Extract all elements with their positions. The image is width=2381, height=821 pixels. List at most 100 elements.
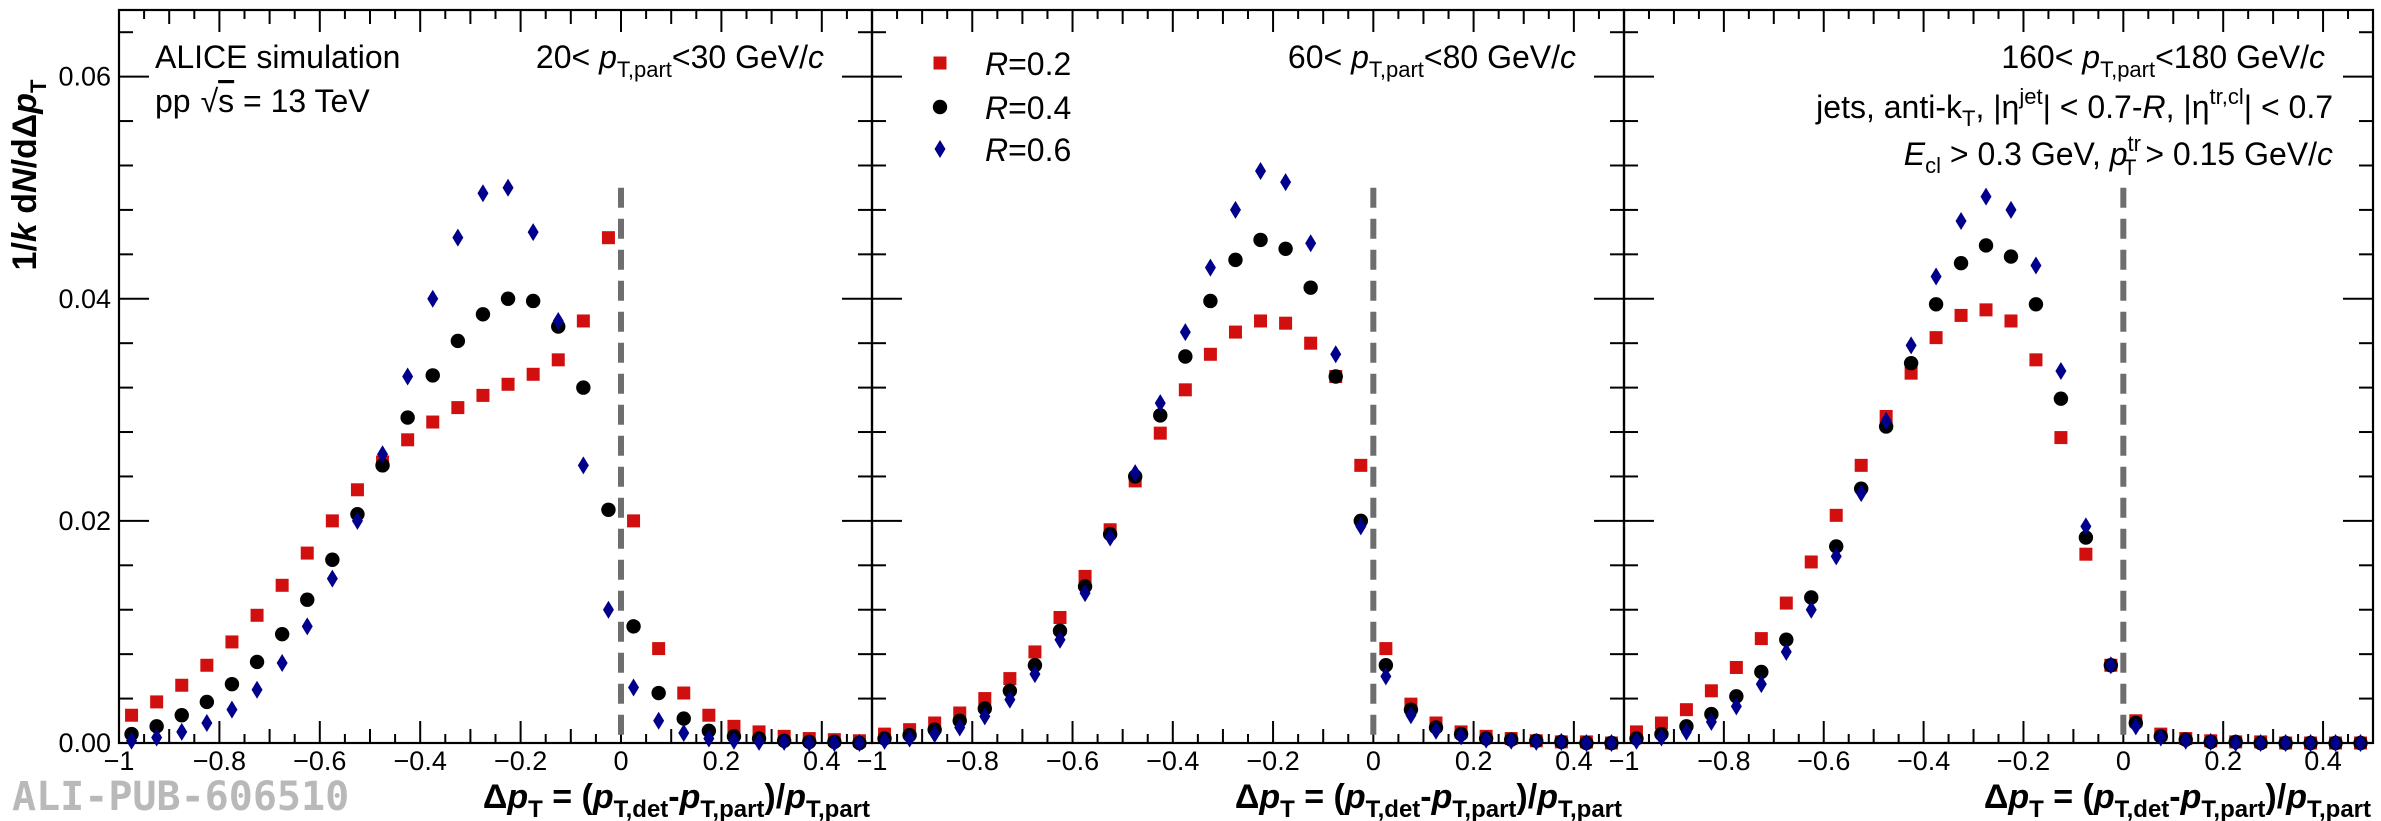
- data-point: [401, 433, 415, 447]
- y-title-k: k: [6, 221, 44, 242]
- data-point: [1204, 258, 1216, 277]
- cuts-e: E: [1904, 136, 1926, 172]
- y-tick-label: 0.00: [58, 728, 111, 758]
- data-point: [1830, 547, 1842, 566]
- jets-text-2: , |η: [1975, 89, 2019, 125]
- data-point: [1680, 722, 1692, 741]
- data-point: [601, 502, 616, 517]
- data-point: [2130, 717, 2142, 736]
- data-point: [577, 456, 589, 475]
- x-tick-label: −0.8: [193, 746, 246, 776]
- data-point: [249, 654, 265, 670]
- data-point: [1555, 732, 1567, 751]
- legend-item-2: R=0.4: [932, 90, 1071, 126]
- data-point: [1630, 731, 1642, 750]
- data-point: [652, 642, 666, 656]
- x-tick-label: 0: [613, 746, 628, 776]
- watermark: ALI-PUB-606510: [12, 774, 349, 820]
- data-point: [300, 546, 314, 560]
- x-tick-label: −0.8: [1697, 746, 1750, 776]
- x-tick-label: −1: [1609, 746, 1640, 776]
- data-point: [1253, 232, 1268, 248]
- energy-label: = 13 TeV: [234, 83, 370, 119]
- data-point: [703, 729, 715, 748]
- data-point: [451, 401, 465, 415]
- data-point: [727, 719, 741, 733]
- data-point: [1178, 383, 1192, 397]
- data-point: [2028, 297, 2044, 312]
- data-point: [929, 725, 941, 744]
- data-point: [2180, 731, 2192, 750]
- data-point: [1254, 314, 1268, 328]
- data-point: [1305, 234, 1317, 253]
- alice-simulation-label: ALICE simulation: [155, 39, 400, 75]
- data-point: [1955, 212, 1967, 231]
- data-point: [125, 708, 139, 722]
- data-point: [1330, 345, 1342, 364]
- series-r02: [125, 231, 866, 748]
- data-point: [601, 231, 615, 245]
- data-point: [1228, 325, 1242, 339]
- data-point: [1179, 323, 1191, 342]
- data-point: [576, 314, 590, 328]
- legend-label: R=0.2: [985, 46, 1071, 82]
- data-point: [1354, 458, 1368, 472]
- data-point: [1278, 241, 1293, 256]
- data-point: [1355, 517, 1367, 536]
- data-point: [1829, 508, 1843, 522]
- panel-pt-range-label: 60< pT,part<80 GeV/c: [1288, 39, 1576, 82]
- data-point: [1304, 336, 1318, 350]
- data-point: [476, 388, 490, 402]
- data-point: [1279, 316, 1293, 330]
- jets-sub-t: T: [1962, 106, 1975, 131]
- data-point: [1029, 665, 1041, 684]
- data-point: [502, 178, 514, 197]
- data-point: [1378, 658, 1394, 673]
- data-point: [576, 380, 591, 395]
- data-point: [1178, 349, 1193, 364]
- data-point: [301, 617, 313, 636]
- data-point: [1430, 721, 1442, 740]
- jets-text-4: , |η: [2166, 89, 2210, 125]
- data-point: [1929, 331, 1943, 345]
- data-point: [1705, 712, 1717, 731]
- data-point: [1804, 590, 1819, 605]
- data-point: [224, 676, 240, 692]
- x-tick-label: 0: [1366, 746, 1381, 776]
- data-point: [174, 708, 189, 723]
- data-point: [351, 511, 363, 530]
- data-point: [1328, 369, 1343, 384]
- data-point: [2078, 530, 2094, 545]
- series-r04: [1629, 238, 2368, 751]
- data-point: [1805, 600, 1817, 619]
- x-tick-label: −1: [104, 746, 135, 776]
- sqrt-s-label: s: [218, 83, 234, 119]
- data-point: [551, 353, 565, 367]
- data-point: [1153, 408, 1168, 423]
- data-point: [501, 377, 515, 391]
- data-point: [350, 483, 364, 497]
- data-point: [1729, 660, 1743, 674]
- data-point: [150, 695, 164, 709]
- data-point: [627, 514, 641, 528]
- data-point: [1203, 347, 1217, 361]
- data-point: [1755, 675, 1767, 694]
- data-point: [1730, 697, 1742, 716]
- data-point: [2230, 734, 2242, 752]
- x-tick-label: 0: [2116, 746, 2131, 776]
- data-point: [326, 569, 338, 588]
- data-point: [1280, 173, 1292, 192]
- data-point: [1904, 366, 1918, 380]
- data-point: [276, 654, 288, 673]
- series-r04: [877, 232, 1619, 751]
- data-point: [526, 367, 540, 381]
- data-point: [1978, 238, 1994, 253]
- data-point: [978, 692, 992, 706]
- data-point: [2029, 353, 2043, 367]
- cuts-sub-cl: cl: [1925, 153, 1941, 178]
- sqrt-symbol: √: [201, 83, 219, 119]
- legend-marker: [932, 99, 948, 115]
- data-point: [1405, 706, 1417, 725]
